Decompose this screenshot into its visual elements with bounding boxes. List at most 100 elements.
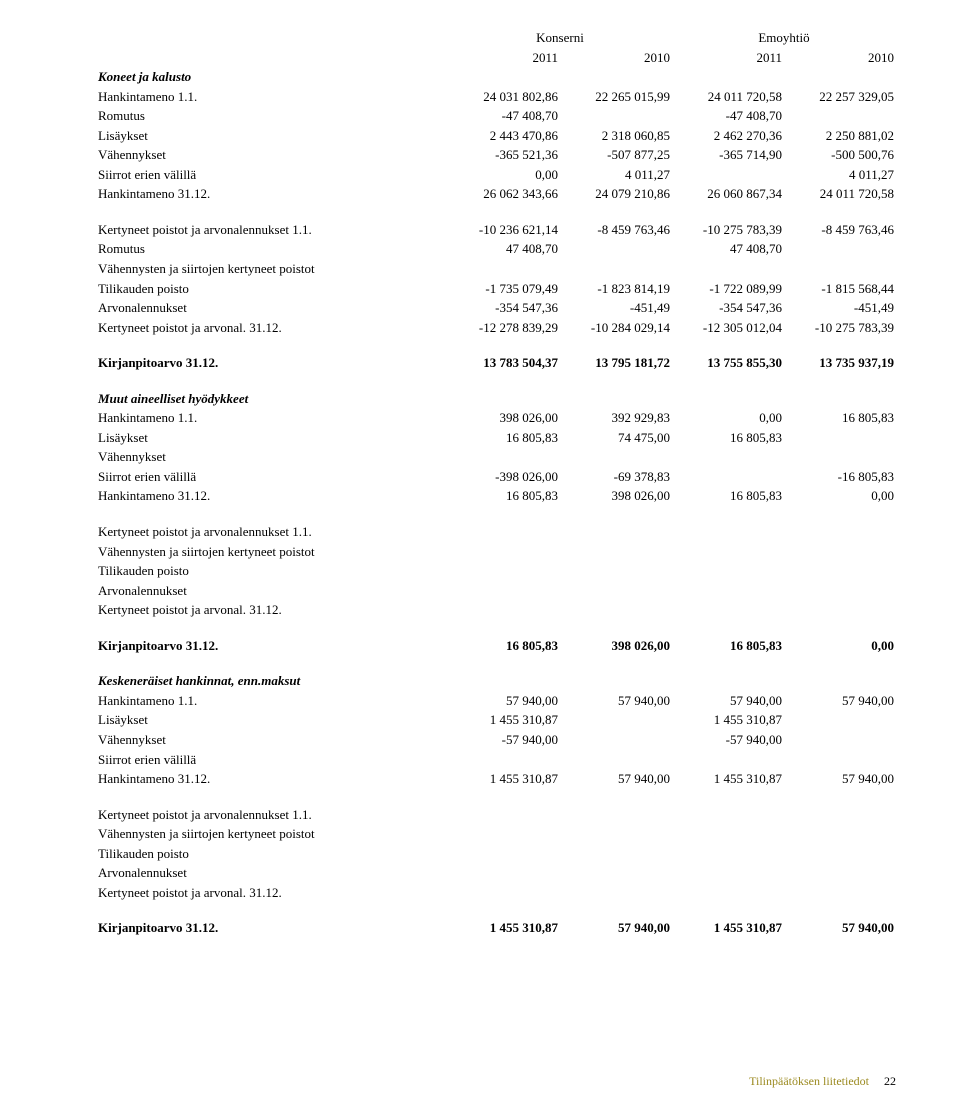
cell: 16 805,83 xyxy=(448,486,560,506)
row-label: Lisäykset xyxy=(96,126,448,146)
cell xyxy=(448,600,560,620)
cell xyxy=(560,561,672,581)
row-label: Siirrot erien välillä xyxy=(96,165,448,185)
group-header-emoyhtio: Emoyhtiö xyxy=(672,28,896,48)
cell xyxy=(672,581,784,601)
cell xyxy=(784,581,896,601)
row-label: Siirrot erien välillä xyxy=(96,750,448,770)
total-cell: 398 026,00 xyxy=(560,636,672,656)
table-row: Lisäykset2 443 470,862 318 060,852 462 2… xyxy=(96,126,896,146)
spacer xyxy=(96,204,896,220)
row-label: Tilikauden poisto xyxy=(96,844,448,864)
table-row: Vähennysten ja siirtojen kertyneet poist… xyxy=(96,824,896,844)
table-row: Siirrot erien välillä xyxy=(96,750,896,770)
cell xyxy=(672,883,784,903)
cell xyxy=(560,844,672,864)
cell xyxy=(560,824,672,844)
cell xyxy=(560,239,672,259)
cell xyxy=(784,259,896,279)
table-row: Hankintameno 1.1.57 940,0057 940,0057 94… xyxy=(96,691,896,711)
cell xyxy=(560,106,672,126)
spacer xyxy=(96,337,896,353)
cell xyxy=(784,730,896,750)
cell xyxy=(672,863,784,883)
spacer xyxy=(96,373,896,389)
cell: -365 521,36 xyxy=(448,145,560,165)
cell: -12 305 012,04 xyxy=(672,318,784,338)
cell: -1 722 089,99 xyxy=(672,279,784,299)
cell xyxy=(560,730,672,750)
header-years-row: 2011 2010 2011 2010 xyxy=(96,48,896,68)
cell: 16 805,83 xyxy=(784,408,896,428)
total-label: Kirjanpitoarvo 31.12. xyxy=(96,918,448,938)
row-label: Arvonalennukset xyxy=(96,581,448,601)
row-label: Vähennysten ja siirtojen kertyneet poist… xyxy=(96,259,448,279)
cell xyxy=(784,428,896,448)
row-label: Lisäykset xyxy=(96,710,448,730)
table-row: Kertyneet poistot ja arvonalennukset 1.1… xyxy=(96,522,896,542)
cell: 57 940,00 xyxy=(784,769,896,789)
cell xyxy=(672,561,784,581)
total-row: Kirjanpitoarvo 31.12. 13 783 504,37 13 7… xyxy=(96,353,896,373)
cell xyxy=(672,805,784,825)
cell: 2 443 470,86 xyxy=(448,126,560,146)
cell xyxy=(784,824,896,844)
cell: 1 455 310,87 xyxy=(672,710,784,730)
cell xyxy=(448,805,560,825)
table-row: Vähennysten ja siirtojen kertyneet poist… xyxy=(96,259,896,279)
row-label: Kertyneet poistot ja arvonalennukset 1.1… xyxy=(96,220,448,240)
cell xyxy=(784,561,896,581)
table-row: Hankintameno 31.12.1 455 310,8757 940,00… xyxy=(96,769,896,789)
table-row: Hankintameno 31.12.16 805,83398 026,0016… xyxy=(96,486,896,506)
table-row: Hankintameno 1.1.24 031 802,8622 265 015… xyxy=(96,87,896,107)
cell xyxy=(784,239,896,259)
cell: 392 929,83 xyxy=(560,408,672,428)
cell: 4 011,27 xyxy=(784,165,896,185)
row-label: Kertyneet poistot ja arvonal. 31.12. xyxy=(96,318,448,338)
row-label: Tilikauden poisto xyxy=(96,561,448,581)
cell xyxy=(672,824,784,844)
cell: 398 026,00 xyxy=(448,408,560,428)
row-label: Siirrot erien välillä xyxy=(96,467,448,487)
year-col-2011b: 2011 xyxy=(672,48,784,68)
row-label: Vähennysten ja siirtojen kertyneet poist… xyxy=(96,542,448,562)
row-label: Kertyneet poistot ja arvonalennukset 1.1… xyxy=(96,805,448,825)
section-title: Koneet ja kalusto xyxy=(96,67,448,87)
cell: -47 408,70 xyxy=(448,106,560,126)
cell xyxy=(560,600,672,620)
cell: -8 459 763,46 xyxy=(784,220,896,240)
cell xyxy=(448,883,560,903)
cell xyxy=(784,844,896,864)
cell: -507 877,25 xyxy=(560,145,672,165)
cell xyxy=(784,710,896,730)
cell: -398 026,00 xyxy=(448,467,560,487)
cell: 0,00 xyxy=(448,165,560,185)
cell: 57 940,00 xyxy=(784,691,896,711)
cell xyxy=(784,883,896,903)
cell xyxy=(448,522,560,542)
total-label: Kirjanpitoarvo 31.12. xyxy=(96,353,448,373)
cell: 74 475,00 xyxy=(560,428,672,448)
cell xyxy=(672,750,784,770)
table-row: Vähennykset-365 521,36-507 877,25-365 71… xyxy=(96,145,896,165)
cell xyxy=(448,447,560,467)
total-row: Kirjanpitoarvo 31.12. 1 455 310,87 57 94… xyxy=(96,918,896,938)
cell xyxy=(672,542,784,562)
cell: -57 940,00 xyxy=(672,730,784,750)
cell: -12 278 839,29 xyxy=(448,318,560,338)
cell: 1 455 310,87 xyxy=(672,769,784,789)
total-cell: 57 940,00 xyxy=(784,918,896,938)
total-cell: 1 455 310,87 xyxy=(672,918,784,938)
cell xyxy=(672,600,784,620)
total-cell: 16 805,83 xyxy=(448,636,560,656)
cell xyxy=(560,750,672,770)
section-title-row: Koneet ja kalusto xyxy=(96,67,896,87)
total-cell: 13 755 855,30 xyxy=(672,353,784,373)
table-row: Arvonalennukset xyxy=(96,581,896,601)
cell xyxy=(784,542,896,562)
cell: 24 079 210,86 xyxy=(560,184,672,204)
header-groups-row: Konserni Emoyhtiö xyxy=(96,28,896,48)
spacer xyxy=(96,655,896,671)
table-row: Romutus-47 408,70-47 408,70 xyxy=(96,106,896,126)
section-title: Keskeneräiset hankinnat, enn.maksut xyxy=(96,671,448,691)
